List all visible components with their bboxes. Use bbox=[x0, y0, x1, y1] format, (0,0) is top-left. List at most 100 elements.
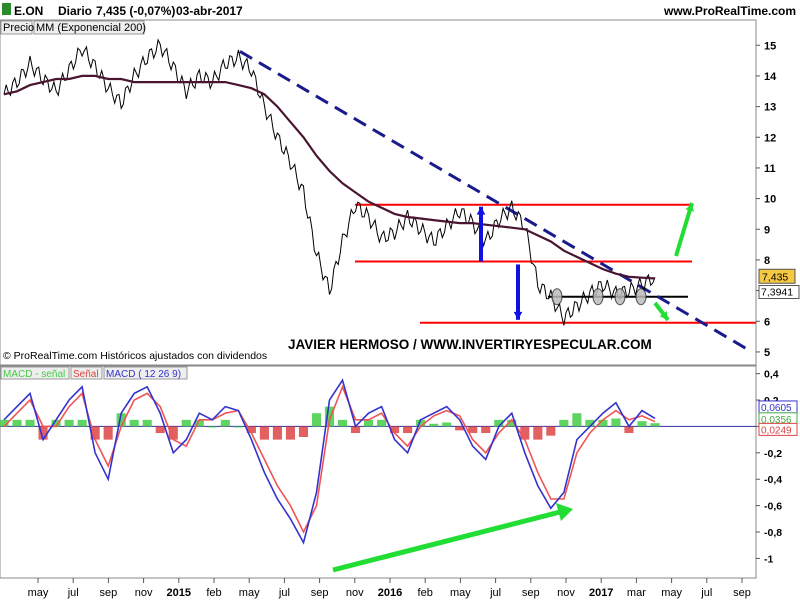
macd-tick-label: -0,6 bbox=[764, 501, 782, 513]
blue-arrow-down bbox=[513, 264, 523, 320]
legend-macd-box[interactable] bbox=[103, 366, 188, 380]
pattern-marker bbox=[635, 288, 647, 306]
footer-note: © ProRealTime.com Históricos ajustados c… bbox=[3, 350, 267, 362]
price-tick-label: 14 bbox=[764, 71, 777, 83]
price-tick-label: 8 bbox=[764, 255, 770, 267]
x-axis: may jul sep nov 2015 feb may jul sep nov 2016 feb ma… bbox=[28, 578, 751, 599]
macd-tick-label: -0,8 bbox=[764, 527, 782, 539]
macd-hist-bar bbox=[468, 426, 478, 434]
macd-hist-bar bbox=[520, 426, 530, 440]
header-date: 03-abr-2017 bbox=[176, 4, 243, 18]
macd-hist-bar bbox=[429, 423, 439, 427]
watermark: JAVIER HERMOSO / WWW.INVERTIRYESPECULAR.… bbox=[288, 337, 652, 352]
legend-signal-box[interactable] bbox=[70, 366, 103, 380]
macd-hist-bar bbox=[650, 423, 660, 427]
macd-hist-bar bbox=[207, 426, 217, 428]
x-tick-label: nov bbox=[557, 587, 575, 599]
x-tick-label: jul bbox=[700, 587, 712, 599]
pattern-marker bbox=[592, 288, 604, 306]
green-arrow-down bbox=[653, 301, 670, 322]
diff-value-badge bbox=[758, 422, 798, 436]
legend-price-box[interactable] bbox=[0, 20, 33, 35]
macd-panel[interactable] bbox=[0, 365, 757, 579]
macd-tick-label: -0,2 bbox=[764, 448, 782, 460]
price-tick-label: 5 bbox=[764, 347, 770, 359]
header-site: www.ProRealTime.com bbox=[663, 4, 796, 18]
macd-hist-bar bbox=[364, 419, 374, 427]
macd-value-label: 0,0605 bbox=[761, 403, 792, 414]
macd-hist-bar bbox=[77, 419, 87, 427]
macd-hist-bar bbox=[38, 426, 48, 440]
macd-hist-bar bbox=[559, 419, 569, 427]
last-price-badge bbox=[758, 268, 796, 284]
ma-value-badge bbox=[758, 285, 800, 300]
macd-hist-bar bbox=[0, 419, 9, 427]
macd-hist-bar bbox=[311, 413, 322, 427]
x-tick-label: sep bbox=[733, 587, 751, 599]
macd-hist-bar bbox=[285, 426, 295, 440]
legend-ma-box[interactable] bbox=[33, 20, 145, 35]
pattern-marker bbox=[614, 288, 626, 306]
macd-hist-bar bbox=[572, 413, 582, 427]
ma-line[interactable] bbox=[3, 74, 656, 280]
diff-value-label: 0,0249 bbox=[761, 425, 792, 436]
macd-line[interactable] bbox=[3, 378, 656, 545]
blue-arrow-down-head bbox=[513, 311, 523, 320]
macd-hist-bar bbox=[116, 413, 126, 427]
macd-layer: 0,40,20-0,2-0,4-0,6-0,8-10,06050,03560,0… bbox=[0, 369, 798, 573]
price-tick-label: 13 bbox=[764, 102, 776, 114]
x-tick-label: may bbox=[239, 587, 260, 599]
signal-line[interactable] bbox=[3, 384, 656, 534]
x-tick-label: may bbox=[661, 587, 682, 599]
price-tick-label: 15 bbox=[764, 40, 776, 52]
price-panel[interactable] bbox=[0, 19, 757, 366]
macd-hist-bar bbox=[259, 426, 269, 440]
price-tick-label: 6 bbox=[764, 316, 770, 328]
macd-hist-bar bbox=[246, 426, 256, 434]
x-tick-label: sep bbox=[100, 587, 118, 599]
trendline bbox=[239, 50, 753, 354]
macd-tick-label: -0,4 bbox=[764, 474, 782, 486]
green-arrow-up bbox=[674, 202, 694, 257]
green-divergence-shaft bbox=[332, 509, 561, 573]
price-line[interactable] bbox=[3, 38, 656, 326]
macd-hist-bar bbox=[64, 419, 74, 427]
x-tick-label: mar bbox=[627, 587, 646, 599]
macd-hist-bar bbox=[337, 419, 348, 427]
x-tick-label: may bbox=[28, 587, 49, 599]
macd-hist-bar bbox=[233, 426, 243, 428]
macd-hist-bar bbox=[546, 426, 556, 436]
macd-hist-bar bbox=[624, 426, 634, 434]
macd-hist-bar bbox=[442, 422, 452, 427]
legend-diff-box[interactable] bbox=[0, 366, 70, 380]
macd-hist-bar bbox=[324, 406, 335, 427]
macd-hist-bar bbox=[272, 426, 282, 440]
last-price-label: 7,435 bbox=[762, 271, 788, 283]
x-tick-label: jul bbox=[278, 587, 290, 599]
x-tick-label: feb bbox=[418, 587, 433, 599]
x-tick-label: 2017 bbox=[589, 587, 613, 599]
macd-hist-bar bbox=[298, 426, 309, 437]
macd-hist-bar bbox=[390, 426, 400, 434]
header-symbol: E.ON bbox=[14, 4, 43, 18]
macd-hist-bar bbox=[194, 419, 204, 427]
chart-type-icon[interactable] bbox=[2, 3, 11, 15]
x-tick-label: feb bbox=[206, 587, 221, 599]
macd-hist-bar bbox=[51, 419, 61, 427]
ma-value-label: 7,3941 bbox=[761, 287, 793, 299]
macd-hist-bar bbox=[129, 419, 139, 427]
x-tick-label: nov bbox=[135, 587, 153, 599]
signal-value-label: 0,0356 bbox=[761, 415, 792, 426]
macd-hist-bar bbox=[25, 419, 35, 427]
x-tick-label: jul bbox=[67, 587, 79, 599]
x-tick-label: nov bbox=[346, 587, 364, 599]
macd-hist-bar bbox=[481, 426, 491, 434]
macd-hist-bar bbox=[220, 419, 230, 427]
macd-tick-label: 0,4 bbox=[764, 369, 779, 381]
price-tick-label: 10 bbox=[764, 194, 776, 206]
x-tick-label: sep bbox=[522, 587, 540, 599]
header-bar bbox=[0, 0, 800, 19]
legend-macd: MACD ( 12 26 9) bbox=[106, 369, 181, 380]
